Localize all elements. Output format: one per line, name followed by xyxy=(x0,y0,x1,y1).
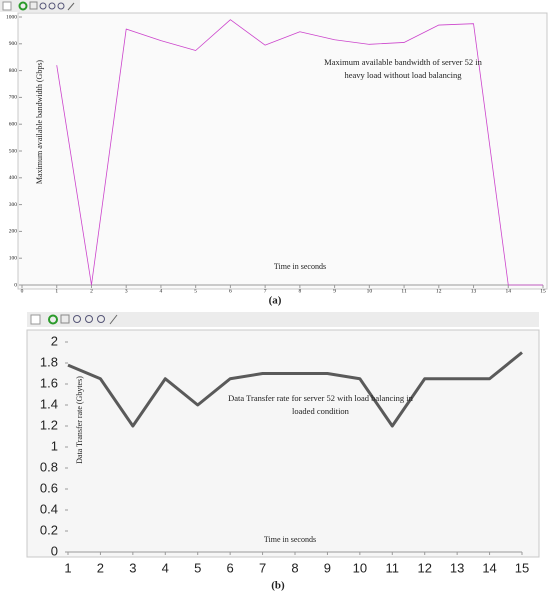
y-tick-label: 2 xyxy=(51,333,58,348)
x-tick-label: 6 xyxy=(229,288,232,294)
x-tick-label: 15 xyxy=(540,288,546,294)
y-axis-label: Maximum available bandwidth (Gbps) xyxy=(35,60,44,185)
x-tick-label: 10 xyxy=(353,560,367,575)
x-tick-label: 8 xyxy=(298,288,301,294)
x-tick-label: 2 xyxy=(97,560,104,575)
plot-frame xyxy=(26,329,540,558)
tool-icon[interactable] xyxy=(109,314,118,325)
x-tick-label: 3 xyxy=(129,560,136,575)
y-tick-label: 700 xyxy=(9,95,18,101)
y-tick-label: 1 xyxy=(51,438,58,453)
x-tick-label: 11 xyxy=(386,560,400,575)
x-tick-label: 14 xyxy=(506,288,512,294)
y-tick-label: 300 xyxy=(9,202,18,208)
annotation: Maximum available bandwidth of server 52… xyxy=(324,57,482,80)
x-tick-label: 4 xyxy=(160,288,163,294)
y-tick-label: 600 xyxy=(9,121,18,127)
x-tick-label: 1 xyxy=(55,288,58,294)
toolbar-a xyxy=(0,0,80,12)
caption: (a) xyxy=(269,295,282,307)
data-line xyxy=(67,351,523,428)
x-tick-label: 10 xyxy=(367,288,373,294)
x-tick-label: 5 xyxy=(194,560,201,575)
tool-icon[interactable] xyxy=(48,314,58,325)
y-tick-label: 200 xyxy=(9,229,18,235)
y-tick-label: 1.6 xyxy=(40,375,58,390)
tool-icon[interactable] xyxy=(30,314,41,325)
x-tick-label: 11 xyxy=(401,288,407,294)
tool-icon[interactable] xyxy=(85,315,93,323)
x-tick-label: 13 xyxy=(471,288,477,294)
x-tick-label: 9 xyxy=(324,560,331,575)
tool-icon[interactable] xyxy=(57,2,65,10)
x-tick-label: 1 xyxy=(64,560,71,575)
caption: (b) xyxy=(271,580,285,592)
x-tick-label: 5 xyxy=(194,288,197,294)
y-tick-label: 800 xyxy=(9,68,18,74)
y-tick-label: 400 xyxy=(9,175,18,181)
y-tick-label: 100 xyxy=(9,255,18,261)
tool-icon[interactable] xyxy=(60,314,70,324)
x-tick-label: 8 xyxy=(291,560,298,575)
tool-icon[interactable] xyxy=(97,315,105,323)
y-tick-label: 0.8 xyxy=(40,459,58,474)
y-tick-label: 0.2 xyxy=(40,522,58,537)
tool-icon[interactable] xyxy=(39,2,47,10)
toolbar-b xyxy=(27,312,539,327)
tool-icon[interactable] xyxy=(67,2,75,11)
tool-icon[interactable] xyxy=(48,2,56,10)
y-tick-label: 0 xyxy=(14,282,17,288)
x-tick-label: 15 xyxy=(515,560,529,575)
x-tick-label: 6 xyxy=(227,560,234,575)
x-tick-label: 14 xyxy=(482,560,496,575)
x-axis-label: Time in seconds xyxy=(274,262,326,271)
y-tick-label: 1.2 xyxy=(40,417,58,432)
annotation-box: Data Transfer rate for server 52 with lo… xyxy=(228,393,413,416)
x-tick-label: 4 xyxy=(162,560,169,575)
y-tick-label: 900 xyxy=(9,41,18,47)
x-tick-label: 7 xyxy=(264,288,267,294)
y-tick-label: 1.4 xyxy=(40,396,58,411)
x-tick-label: 12 xyxy=(417,560,431,575)
annotation: Data Transfer rate for server 52 with lo… xyxy=(228,393,413,416)
y-tick-label: 500 xyxy=(9,148,18,154)
x-tick-label: 3 xyxy=(125,288,128,294)
y-axis-label: Data Transfer rate (Gbytes) xyxy=(75,376,84,464)
x-tick-label: 7 xyxy=(259,560,266,575)
data-line xyxy=(56,19,543,286)
x-tick-label: 0 xyxy=(21,288,24,294)
x-tick-label: 9 xyxy=(333,288,336,294)
y-tick-label: 0.6 xyxy=(40,480,58,495)
y-tick-label: 0.4 xyxy=(40,501,58,516)
tool-icon[interactable] xyxy=(18,1,28,11)
tool-icon[interactable] xyxy=(29,1,38,10)
x-axis-label: Time in seconds xyxy=(264,535,316,544)
plot-frame xyxy=(17,12,548,290)
toolbar-bg xyxy=(27,312,539,327)
x-tick-label: 12 xyxy=(436,288,442,294)
x-tick-label: 2 xyxy=(90,288,93,294)
tool-icon[interactable] xyxy=(2,1,12,11)
x-tick-label: 13 xyxy=(450,560,464,575)
y-tick-label: 0 xyxy=(51,543,58,558)
y-tick-label: 1000 xyxy=(6,14,17,20)
tool-icon[interactable] xyxy=(73,315,81,323)
annotation-box: Maximum available bandwidth of server 52… xyxy=(324,57,482,80)
y-tick-label: 1.8 xyxy=(40,354,58,369)
